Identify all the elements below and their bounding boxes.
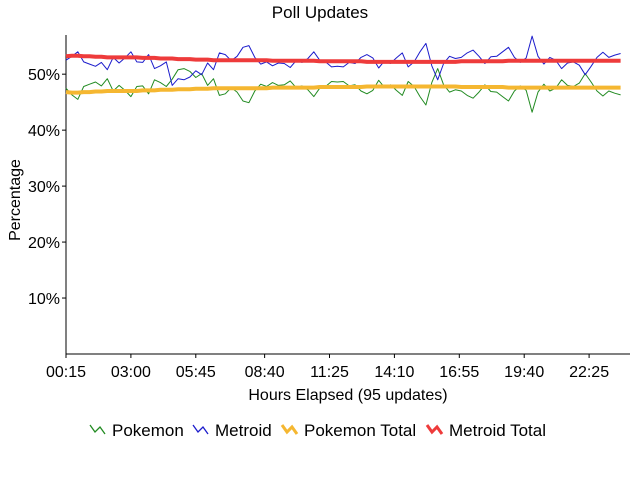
x-tick-label: 03:00: [111, 364, 151, 381]
plot-area: 10% 20% 30% 40% 50% 00:15 03:00 05:45 08:40 11:25…: [28, 35, 630, 381]
legend-label-pokemon-total: Pokemon Total: [304, 421, 416, 440]
legend-swatch-metroid-total: [425, 424, 444, 435]
series-line-metroid-total: [65, 53, 621, 64]
legend-label-metroid: Metroid: [215, 421, 272, 440]
y-axis-label: Percentage: [7, 159, 24, 241]
series-line-metroid: [65, 35, 621, 86]
x-tick-label: 08:40: [245, 364, 285, 381]
x-tick-label: 22:25: [569, 364, 609, 381]
x-tick-label: 00:15: [46, 364, 86, 381]
legend-label-metroid-total: Metroid Total: [449, 421, 546, 440]
chart-title: Poll Updates: [272, 3, 368, 22]
series-line-pokemon-total: [65, 84, 621, 95]
y-tick-label: 30%: [28, 179, 60, 196]
x-tick-label: 19:40: [504, 364, 544, 381]
legend-swatch-metroid: [192, 424, 209, 435]
y-tick-label: 10%: [28, 291, 60, 308]
x-tick-label: 16:55: [439, 364, 479, 381]
x-tick-label: 05:45: [176, 364, 216, 381]
y-tick-label: 50%: [28, 67, 60, 84]
legend-swatch-pokemon-total: [280, 424, 299, 435]
legend-label-pokemon: Pokemon: [112, 421, 184, 440]
legend: Pokemon Metroid Pokemon Total Metroid Total: [89, 421, 546, 440]
x-tick-label: 11:25: [310, 364, 349, 381]
series-line-pokemon: [65, 68, 621, 113]
legend-swatch-pokemon: [89, 424, 106, 435]
x-axis-label: Hours Elapsed (95 updates): [248, 387, 447, 404]
x-tick-label: 14:10: [374, 364, 414, 381]
y-tick-label: 20%: [28, 235, 60, 252]
y-tick-label: 40%: [28, 123, 60, 140]
